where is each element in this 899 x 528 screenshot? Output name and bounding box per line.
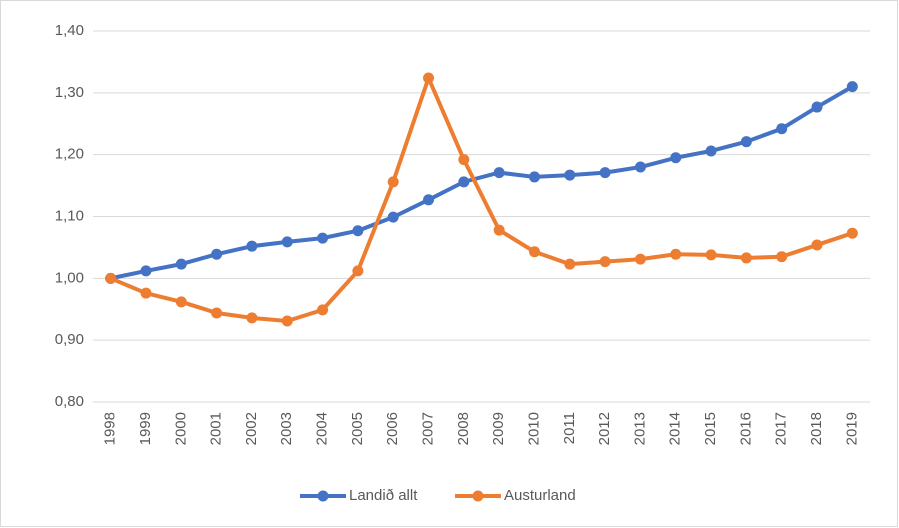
x-tick-label: 2019	[843, 412, 860, 445]
data-point	[352, 265, 364, 277]
data-point	[211, 307, 223, 319]
series-line	[110, 84, 854, 281]
data-point	[423, 194, 435, 206]
x-tick-label: 2017	[773, 412, 790, 445]
x-tick-label: 2008	[455, 412, 472, 445]
data-point	[387, 211, 399, 223]
x-tick-label: 2000	[172, 412, 189, 445]
data-point	[458, 176, 470, 188]
data-point	[528, 246, 540, 258]
x-tick-label: 2009	[490, 412, 507, 445]
data-point	[599, 256, 611, 268]
data-point	[705, 249, 717, 261]
legend-label: Landið allt	[349, 487, 418, 504]
x-tick-label: 2001	[208, 412, 225, 445]
x-tick-label: 2011	[561, 412, 578, 444]
data-point	[528, 171, 540, 183]
data-point	[846, 227, 858, 239]
data-point	[281, 236, 293, 248]
data-point	[670, 152, 682, 164]
data-point	[352, 225, 364, 237]
y-tick-label: 1,10	[55, 207, 84, 224]
data-point	[387, 176, 399, 188]
data-point	[564, 258, 576, 270]
data-point	[776, 123, 788, 135]
data-point	[564, 169, 576, 181]
data-point	[599, 167, 611, 179]
data-point	[140, 265, 152, 277]
data-point	[105, 272, 117, 284]
data-point	[634, 253, 646, 265]
legend-label: Austurland	[504, 487, 576, 504]
y-tick-label: 1,40	[55, 22, 84, 39]
x-tick-label: 2005	[349, 412, 366, 445]
x-tick-label: 2010	[525, 412, 542, 445]
x-tick-label: 2012	[596, 412, 613, 445]
legend-marker	[317, 490, 329, 502]
x-tick-label: 2018	[808, 412, 825, 445]
data-point	[846, 81, 858, 93]
y-tick-label: 1,00	[55, 269, 84, 286]
data-point	[175, 258, 187, 270]
y-tick-label: 1,20	[55, 146, 84, 163]
data-point	[317, 304, 329, 316]
data-point	[776, 251, 788, 263]
x-tick-label: 2014	[667, 412, 684, 445]
data-point	[246, 312, 258, 324]
data-point	[493, 224, 505, 236]
data-point	[211, 248, 223, 260]
data-point	[634, 161, 646, 173]
y-tick-label: 0,90	[55, 331, 84, 348]
data-point	[705, 145, 717, 157]
data-point	[670, 248, 682, 260]
data-point	[175, 296, 187, 308]
x-tick-label: 2013	[631, 412, 648, 445]
data-point	[317, 232, 329, 244]
data-point	[740, 252, 752, 264]
x-tick-label: 2016	[737, 412, 754, 445]
x-tick-label: 2004	[314, 412, 331, 445]
legend-marker	[472, 490, 484, 502]
data-point	[140, 287, 152, 299]
x-tick-label: 2002	[243, 412, 260, 445]
data-point	[740, 136, 752, 148]
x-tick-label: 2007	[419, 412, 436, 445]
data-point	[281, 315, 293, 327]
x-tick-label: 2003	[278, 412, 295, 445]
y-tick-label: 1,30	[55, 84, 84, 101]
data-point	[811, 101, 823, 113]
x-tick-label: 1998	[102, 412, 119, 445]
data-point	[811, 239, 823, 251]
data-point	[458, 154, 470, 166]
series-line	[109, 75, 853, 323]
x-tick-label: 2015	[702, 412, 719, 445]
data-point	[493, 167, 505, 179]
x-tick-label: 2006	[384, 412, 401, 445]
data-point	[423, 72, 435, 84]
x-tick-label: 1999	[137, 412, 154, 445]
data-point	[246, 240, 258, 252]
y-tick-label: 0,80	[55, 393, 84, 410]
